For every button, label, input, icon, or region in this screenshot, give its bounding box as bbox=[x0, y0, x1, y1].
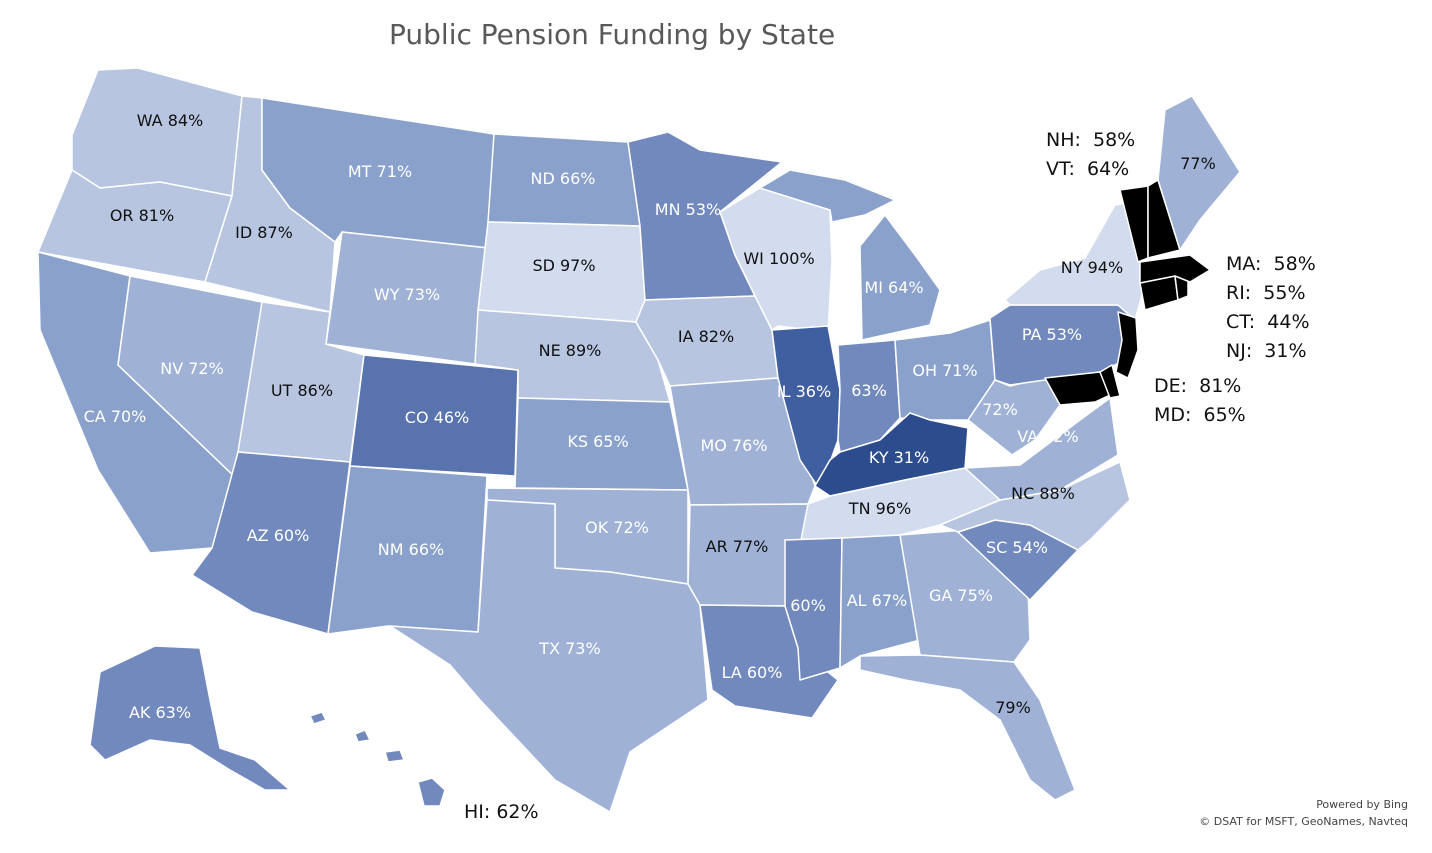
callout-nh-vt: NH: 58% VT: 64% bbox=[1046, 129, 1136, 180]
state-label-nv: NV 72% bbox=[160, 359, 224, 378]
state-al[interactable] bbox=[839, 534, 921, 669]
state-label-or: OR 81% bbox=[110, 206, 174, 225]
state-label-va: VA 72% bbox=[1017, 427, 1079, 446]
state-label-mn: MN 53% bbox=[655, 200, 721, 219]
state-label-il: IL 36% bbox=[777, 382, 831, 401]
state-label-ak: AK 63% bbox=[129, 703, 191, 722]
state-label-ia: IA 82% bbox=[678, 327, 734, 346]
state-wa[interactable] bbox=[71, 67, 243, 197]
state-label-ny: NY 94% bbox=[1061, 258, 1123, 277]
state-md[interactable] bbox=[1044, 371, 1111, 406]
state-hi[interactable] bbox=[309, 711, 446, 807]
state-label-ne: NE 89% bbox=[539, 341, 602, 360]
state-mi[interactable] bbox=[859, 214, 941, 341]
map-title: Public Pension Funding by State bbox=[389, 18, 836, 51]
state-label-tn: TN 96% bbox=[848, 499, 911, 518]
state-ky[interactable] bbox=[814, 412, 969, 497]
state-label-ut: UT 86% bbox=[271, 381, 333, 400]
state-nj[interactable] bbox=[1115, 311, 1139, 379]
state-de[interactable] bbox=[1099, 364, 1121, 399]
state-label-ar: AR 77% bbox=[706, 537, 769, 556]
state-label-fl: 79% bbox=[995, 698, 1031, 717]
map-credits: Powered by Bing © DSAT for MSFT, GeoName… bbox=[1199, 796, 1408, 830]
state-label-nd: ND 66% bbox=[531, 169, 596, 188]
state-label-ok: OK 72% bbox=[585, 518, 649, 537]
state-label-wv: 72% bbox=[982, 400, 1018, 419]
state-fl[interactable] bbox=[859, 654, 1076, 801]
state-label-ky: KY 31% bbox=[869, 448, 929, 467]
state-label-wi: WI 100% bbox=[743, 249, 814, 268]
state-label-ks: KS 65% bbox=[567, 432, 628, 451]
state-label-mi: MI 64% bbox=[864, 278, 923, 297]
state-label-ca: CA 70% bbox=[84, 407, 147, 426]
callout-de-md: DE: 81% MD: 65% bbox=[1154, 375, 1246, 426]
credit-sources: © DSAT for MSFT, GeoNames, Navteq bbox=[1199, 815, 1408, 828]
state-label-az: AZ 60% bbox=[247, 526, 310, 545]
state-label-pa: PA 53% bbox=[1022, 325, 1082, 344]
state-label-tx: TX 73% bbox=[538, 639, 600, 658]
state-tx[interactable] bbox=[389, 499, 709, 813]
state-label-wa: WA 84% bbox=[137, 111, 204, 130]
state-ma[interactable] bbox=[1139, 254, 1211, 284]
state-label-al: AL 67% bbox=[847, 591, 908, 610]
state-me[interactable] bbox=[1157, 95, 1241, 251]
state-label-id: ID 87% bbox=[235, 223, 293, 242]
state-label-ga: GA 75% bbox=[929, 586, 993, 605]
state-label-me: 77% bbox=[1180, 154, 1216, 173]
state-label-nc: NC 88% bbox=[1011, 484, 1075, 503]
state-label-wy: WY 73% bbox=[374, 285, 440, 304]
state-label-oh: OH 71% bbox=[912, 361, 977, 380]
callout-ma-ri-ct-nj: MA: 58% RI: 55% CT: 44% NJ: 31% bbox=[1226, 253, 1316, 362]
state-label-nm: NM 66% bbox=[378, 540, 444, 559]
state-label-ms: 60% bbox=[790, 596, 826, 615]
state-label-mt: MT 71% bbox=[348, 162, 412, 181]
state-va[interactable] bbox=[964, 397, 1119, 501]
state-mi-upper[interactable] bbox=[759, 169, 896, 223]
state-label-la: LA 60% bbox=[722, 663, 783, 682]
state-label-sc: SC 54% bbox=[986, 538, 1048, 557]
state-label-mo: MO 76% bbox=[700, 436, 767, 455]
state-label-co: CO 46% bbox=[405, 408, 469, 427]
state-ak[interactable] bbox=[89, 645, 291, 791]
callout-hi: HI: 62% bbox=[464, 801, 539, 823]
credit-powered-by: Powered by Bing bbox=[1316, 798, 1408, 811]
state-label-in: 63% bbox=[851, 381, 887, 400]
state-label-sd: SD 97% bbox=[532, 256, 595, 275]
